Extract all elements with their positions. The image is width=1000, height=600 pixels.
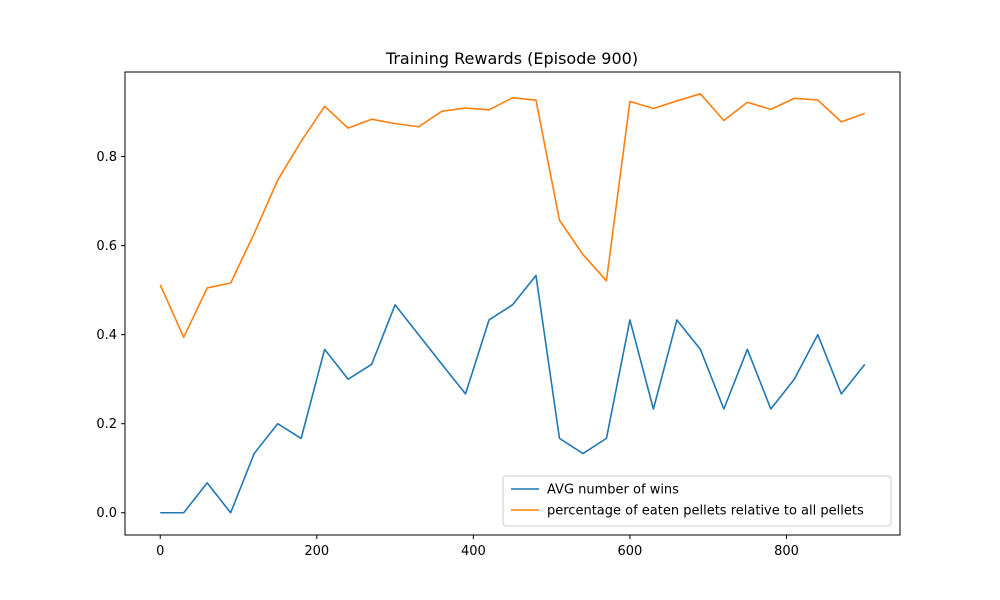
- x-tick-label: 400: [461, 544, 486, 559]
- series-layer: [159, 93, 866, 514]
- x-axis: 0 200 400 600 800: [156, 535, 799, 559]
- axes-frame: [124, 71, 901, 536]
- y-tick-label: 0.2: [96, 417, 117, 432]
- y-tick-label: 0.6: [96, 239, 117, 254]
- y-tick-label: 0.0: [96, 506, 117, 521]
- series-line-2: [159, 93, 866, 339]
- legend: AVG number of wins percentage of eaten pe…: [502, 475, 892, 527]
- chart-title: Training Rewards (Episode 900): [385, 49, 638, 68]
- y-axis: 0.0 0.2 0.4 0.6 0.8: [96, 150, 125, 521]
- y-tick-label: 0.8: [96, 150, 117, 165]
- series-line-1: [160, 274, 866, 514]
- legend-label-2: percentage of eaten pellets relative to …: [547, 504, 864, 519]
- x-tick-label: 800: [774, 544, 799, 559]
- y-tick-label: 0.4: [96, 328, 117, 343]
- x-tick-label: 0: [156, 544, 164, 559]
- plot-area: [124, 71, 901, 536]
- legend-label-1: AVG number of wins: [547, 483, 679, 498]
- x-tick-label: 200: [304, 544, 329, 559]
- legend-box: [502, 475, 892, 527]
- x-tick-label: 600: [618, 544, 643, 559]
